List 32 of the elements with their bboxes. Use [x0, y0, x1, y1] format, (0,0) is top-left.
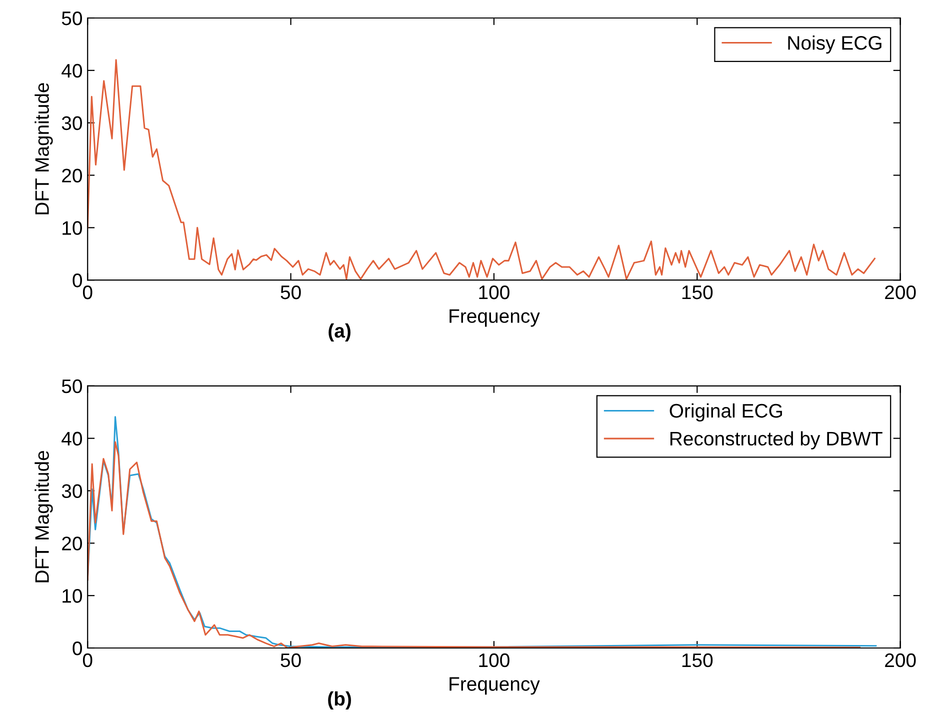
y-tick-label: 40 [62, 432, 82, 446]
x-tick-label: 100 [479, 285, 510, 300]
legend-label: Reconstructed by DBWT [670, 431, 882, 450]
y-tick-label: 20 [62, 536, 82, 550]
legend-label: Original ECG [670, 403, 782, 422]
x-tick-label: 150 [682, 285, 713, 300]
y-tick-label: 50 [62, 379, 82, 394]
y-tick-label: 30 [62, 116, 82, 130]
y-tick-label: 0 [72, 274, 82, 288]
x-tick-label: 200 [885, 653, 916, 668]
x-axis-title: Frequency [450, 677, 540, 695]
x-tick-label: 50 [280, 653, 301, 668]
x-tick-label: 100 [479, 653, 510, 668]
x-axis-title: Frequency [450, 309, 540, 327]
y-tick-label: 40 [62, 64, 82, 78]
y-axis-title: DFT Magnitude [34, 450, 53, 582]
x-tick-label: 0 [82, 653, 92, 668]
x-tick-label: 50 [280, 285, 301, 300]
y-tick-label: 10 [62, 221, 82, 235]
legend-label: Noisy ECG [788, 36, 882, 54]
y-tick-label: 0 [72, 641, 82, 656]
x-tick-label: 0 [82, 285, 92, 300]
line-series [88, 59, 876, 280]
x-tick-label: 150 [682, 653, 713, 668]
y-tick-label: 20 [62, 168, 82, 182]
x-tick-label: 200 [885, 285, 916, 300]
y-tick-label: 50 [62, 11, 82, 26]
y-axis-title: DFT Magnitude [34, 83, 53, 214]
y-tick-label: 30 [62, 484, 82, 498]
text: (b) [328, 691, 351, 710]
y-tick-label: 10 [62, 589, 82, 603]
text: (a) [328, 323, 350, 342]
